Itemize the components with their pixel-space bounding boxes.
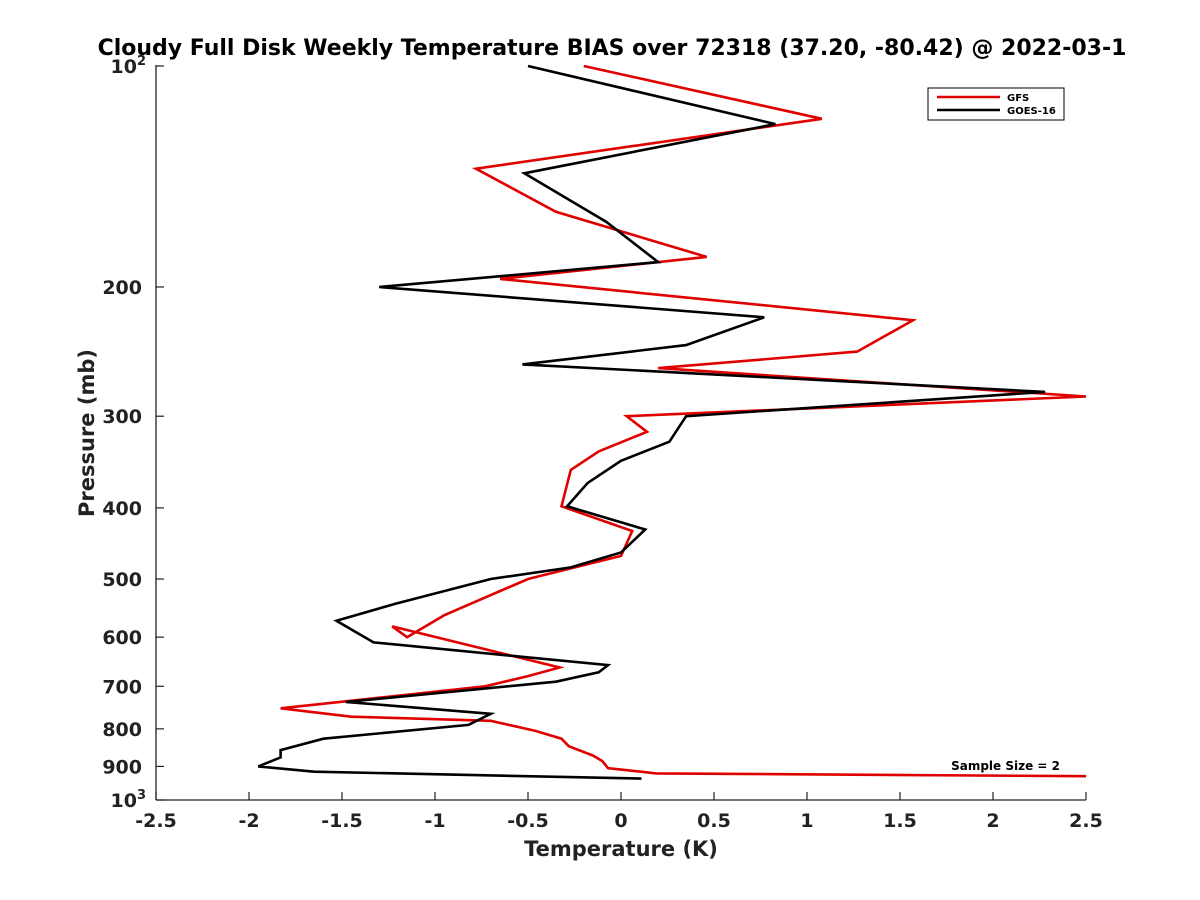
x-tick-label: 2.5 — [1069, 810, 1103, 832]
series-line-gfs — [280, 64, 1087, 778]
series-line-goes16 — [257, 64, 1046, 780]
y-tick-label: 103 — [111, 788, 147, 812]
y-axis-label: Pressure (mb) — [75, 349, 99, 517]
y-tick-label: 400 — [102, 498, 142, 520]
y-tick-label: 600 — [102, 627, 142, 649]
x-tick-label: 1.5 — [883, 810, 917, 832]
x-axis-label: Temperature (K) — [524, 837, 718, 861]
y-tick-label: 800 — [102, 719, 142, 741]
x-tick-label: -2 — [238, 810, 259, 832]
y-tick-label: 300 — [102, 406, 142, 428]
y-tick-label: 500 — [102, 569, 142, 591]
chart-title: Cloudy Full Disk Weekly Temperature BIAS… — [98, 36, 1127, 61]
y-tick-label: 900 — [102, 756, 142, 778]
legend-label-goes16: GOES-16 — [1007, 106, 1056, 117]
legend-box — [927, 87, 1065, 121]
x-tick-label: -2.5 — [135, 810, 177, 832]
legend-label-gfs: GFS — [1007, 93, 1029, 104]
sample-size-annotation: Sample Size = 2 — [951, 759, 1060, 773]
y-tick-label: 102 — [111, 54, 147, 78]
y-tick-label: 700 — [102, 676, 142, 698]
x-tick-label: 2 — [986, 810, 999, 832]
x-tick-label: -0.5 — [507, 810, 549, 832]
x-tick-label: -1 — [424, 810, 445, 832]
legend: GFS GOES-16 — [927, 87, 1065, 121]
x-tick-label: 0.5 — [697, 810, 731, 832]
x-axis-ticks: -2.5 -2 -1.5 -1 -0.5 0 0.5 1 1.5 2 2.5 — [135, 792, 1103, 832]
x-tick-label: 0 — [614, 810, 627, 832]
y-axis-ticks: 200 300 400 500 600 700 800 900 102 103 — [102, 54, 164, 812]
x-tick-label: 1 — [800, 810, 813, 832]
y-tick-label: 200 — [102, 277, 142, 299]
x-tick-label: -1.5 — [321, 810, 363, 832]
series-layer — [257, 64, 1087, 780]
